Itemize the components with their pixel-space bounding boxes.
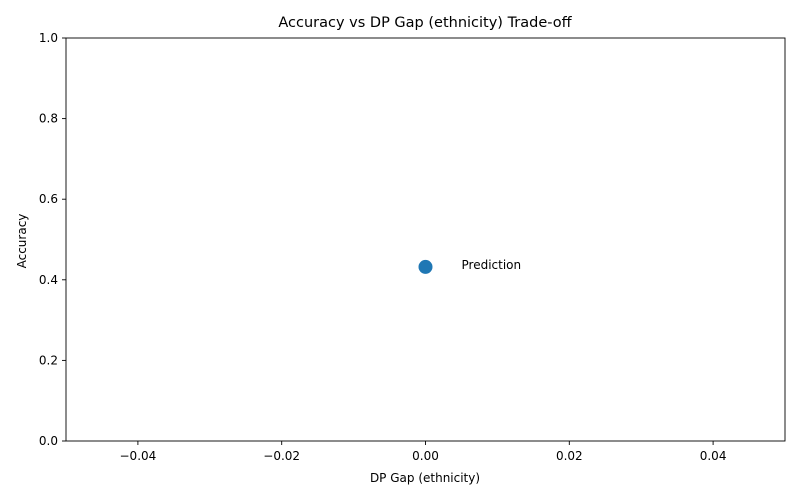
x-tick-label: 0.00 [412,449,439,463]
plot-frame [65,37,786,442]
data-point [418,259,433,274]
y-tick-label: 0.2 [39,353,58,367]
y-tick-label: 0.0 [39,434,58,448]
x-tick-label: −0.02 [263,449,300,463]
point-label: Prediction [462,258,522,272]
plot-area: −0.04 −0.02 0.00 0.02 0.04 0.0 0.2 0.4 0.6 0.8 1.0… [39,31,786,463]
x-tick-label: 0.02 [556,449,583,463]
x-axis-label: DP Gap (ethnicity) [370,471,480,485]
y-tick-label: 0.4 [39,273,58,287]
y-tick-label: 0.6 [39,192,58,206]
x-tick-label: −0.04 [120,449,157,463]
x-tick-label: 0.04 [700,449,727,463]
chart-title: Accuracy vs DP Gap (ethnicity) Trade-off [278,15,572,31]
y-tick-label: 0.8 [39,112,58,126]
y-tick-label: 1.0 [39,31,58,45]
y-axis-label: Accuracy [15,214,29,269]
